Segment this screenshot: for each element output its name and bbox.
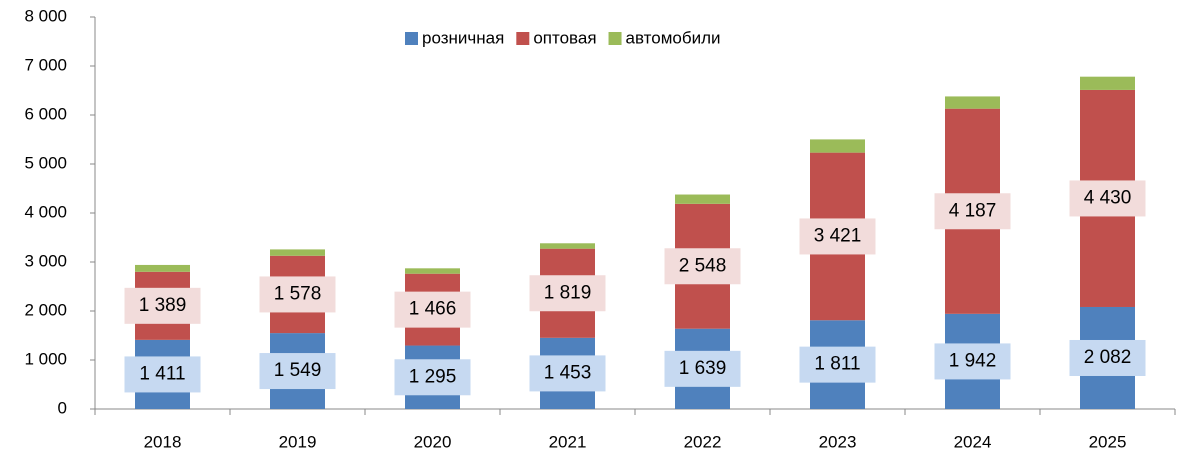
value-label: 1 819 (544, 282, 592, 303)
value-label-box (1069, 180, 1146, 217)
bar-segment (675, 194, 730, 204)
value-label-box (664, 350, 741, 387)
x-tick-label: 2023 (819, 432, 857, 451)
x-tick-label: 2020 (414, 432, 452, 451)
bar-segment (405, 268, 460, 274)
value-label-box (529, 275, 606, 312)
y-tick-label: 1 000 (24, 349, 67, 368)
legend-swatch (405, 32, 418, 45)
bar-segment (270, 249, 325, 256)
value-label: 1 942 (949, 350, 997, 371)
bar-segment (1080, 76, 1135, 90)
value-label-box (124, 287, 201, 324)
value-label: 1 389 (139, 295, 187, 316)
value-label-box (259, 353, 336, 390)
y-tick-label: 4 000 (24, 202, 67, 221)
x-tick-label: 2019 (279, 432, 317, 451)
bar-segment (945, 96, 1000, 109)
x-tick-label: 2021 (549, 432, 587, 451)
value-label: 1 411 (139, 363, 185, 384)
y-tick-label: 2 000 (24, 300, 67, 319)
value-label-box (799, 346, 876, 383)
value-label: 1 578 (274, 283, 322, 304)
value-label-box (934, 193, 1011, 230)
value-label: 1 549 (274, 360, 322, 381)
value-label-box (124, 356, 201, 393)
value-label: 4 187 (949, 200, 997, 221)
x-tick-label: 2025 (1089, 432, 1127, 451)
bar-segment (810, 139, 865, 153)
value-label-box (1069, 339, 1146, 376)
value-label: 1 295 (409, 366, 457, 387)
value-label: 4 430 (1084, 187, 1132, 208)
bar-segment (540, 243, 595, 249)
y-tick-label: 0 (58, 398, 67, 417)
x-tick-label: 2022 (684, 432, 722, 451)
legend-swatch (608, 32, 622, 45)
y-tick-label: 5 000 (24, 153, 67, 172)
legend-swatch (516, 32, 530, 45)
value-label: 1 811 (814, 354, 860, 375)
x-tick-label: 2024 (954, 432, 992, 451)
value-label: 1 639 (679, 358, 727, 379)
y-tick-label: 3 000 (24, 251, 67, 270)
value-label: 3 421 (814, 225, 862, 246)
y-tick-label: 8 000 (24, 6, 67, 25)
value-label-box (664, 248, 741, 285)
value-label: 1 466 (409, 299, 457, 320)
legend-label: оптовая (533, 28, 596, 47)
legend-label: розничная (422, 28, 504, 47)
x-tick-label: 2018 (144, 432, 182, 451)
y-tick-label: 6 000 (24, 104, 67, 123)
value-label-box (799, 218, 876, 255)
value-label: 1 453 (544, 362, 592, 383)
legend-label: автомобили (626, 28, 721, 47)
value-label-box (394, 291, 471, 328)
value-label-box (934, 343, 1011, 380)
value-label-box (529, 355, 606, 392)
value-label: 2 548 (679, 255, 727, 276)
bar-segment (135, 264, 190, 272)
value-label-box (259, 276, 336, 313)
value-label: 2 082 (1084, 347, 1132, 368)
y-tick-label: 7 000 (24, 55, 67, 74)
value-label-box (394, 359, 471, 396)
